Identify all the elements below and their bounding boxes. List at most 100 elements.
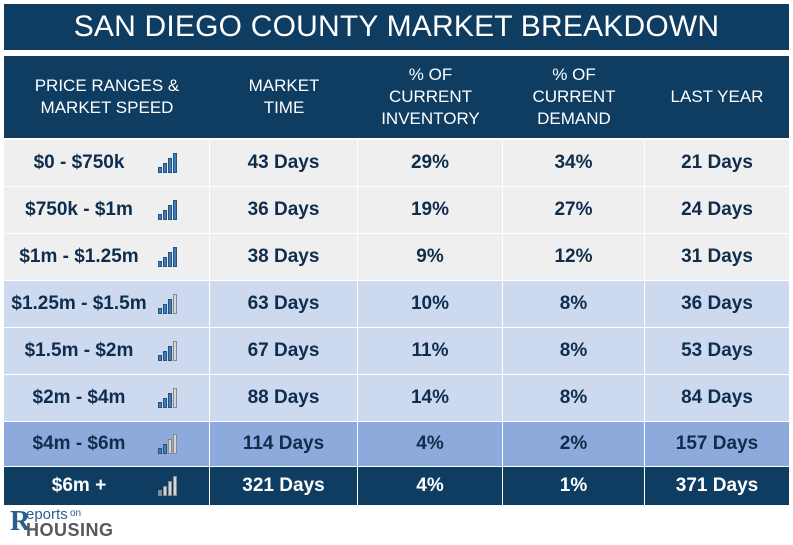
speed-bar xyxy=(168,439,172,454)
table-row: $750k - $1m 36 Days 19% 27% 24 Days xyxy=(4,187,789,234)
demand-cell: 12% xyxy=(503,234,645,280)
market-time-cell: 43 Days xyxy=(210,140,358,186)
price-range-label: $1.25m - $1.5m xyxy=(11,293,147,314)
price-range-label: $2m - $4m xyxy=(32,387,126,408)
last-year-cell: 84 Days xyxy=(681,387,753,408)
price-range-cell: $2m - $4m xyxy=(4,375,210,421)
demand-cell: 8% xyxy=(503,328,645,374)
price-range-label: $0 - $750k xyxy=(33,152,125,173)
speed-bar xyxy=(163,398,167,408)
price-range-label: $6m + xyxy=(51,475,107,496)
speed-bar xyxy=(173,200,177,220)
table-row: $1.5m - $2m 67 Days 11% 8% 53 Days xyxy=(4,328,789,375)
price-range-cell: $0 - $750k xyxy=(4,140,210,186)
header-row: PRICE RANGES & MARKET SPEED MARKET TIME … xyxy=(4,56,789,138)
table-row: $1.25m - $1.5m 63 Days 10% 8% 36 Days xyxy=(4,281,789,328)
table-row: $2m - $4m 88 Days 14% 8% 84 Days xyxy=(4,375,789,422)
market-time-cell: 36 Days xyxy=(210,187,358,233)
inventory-cell: 9% xyxy=(358,234,503,280)
speed-bar xyxy=(173,247,177,267)
inventory-cell: 14% xyxy=(358,375,503,421)
speed-bar xyxy=(158,355,162,361)
inventory-cell: 10% xyxy=(358,281,503,327)
last-year-cell: 53 Days xyxy=(681,340,753,361)
logo-on: on xyxy=(70,508,82,519)
market-speed-bars-icon xyxy=(158,476,177,496)
table-row: $1m - $1.25m 38 Days 9% 12% 31 Days xyxy=(4,234,789,281)
speed-bar xyxy=(163,486,167,496)
last-year-cell: 24 Days xyxy=(681,199,753,220)
logo-eports: eports xyxy=(26,506,68,523)
speed-bar xyxy=(173,388,177,408)
table-row: $6m + 321 Days 4% 1% 371 Days xyxy=(4,467,789,506)
demand-cell: 34% xyxy=(503,140,645,186)
market-time-cell: 114 Days xyxy=(210,422,358,466)
speed-bar xyxy=(168,158,172,173)
demand-cell: 27% xyxy=(503,187,645,233)
reports-on-housing-logo: R eports on HOUSING xyxy=(10,504,130,542)
speed-bar xyxy=(158,448,162,454)
market-speed-bars-icon xyxy=(158,247,177,267)
demand-cell: 1% xyxy=(503,467,645,505)
speed-bar xyxy=(168,252,172,267)
price-range-label: $1m - $1.25m xyxy=(19,246,139,267)
speed-bar xyxy=(168,205,172,220)
speed-bar xyxy=(163,163,167,173)
price-range-label: $4m - $6m xyxy=(32,433,126,454)
speed-bar xyxy=(173,153,177,173)
price-range-label: $1.5m - $2m xyxy=(24,340,134,361)
speed-bar xyxy=(163,257,167,267)
table-row: $4m - $6m 114 Days 4% 2% 157 Days xyxy=(4,422,789,467)
price-range-cell: $1m - $1.25m xyxy=(4,234,210,280)
last-year-cell: 371 Days xyxy=(675,475,759,496)
market-speed-bars-icon xyxy=(158,200,177,220)
title-separator xyxy=(4,50,789,56)
speed-bar xyxy=(173,341,177,361)
speed-bar xyxy=(158,167,162,173)
market-time-cell: 88 Days xyxy=(210,375,358,421)
logo-housing: HOUSING xyxy=(26,520,114,540)
header-price-ranges: PRICE RANGES & MARKET SPEED xyxy=(34,76,180,117)
demand-cell: 8% xyxy=(503,281,645,327)
speed-bar xyxy=(173,294,177,314)
market-time-cell: 321 Days xyxy=(210,467,358,505)
market-time-cell: 63 Days xyxy=(210,281,358,327)
table-row: $0 - $750k 43 Days 29% 34% 21 Days xyxy=(4,140,789,187)
speed-bar xyxy=(163,444,167,454)
table-title: SAN DIEGO COUNTY MARKET BREAKDOWN xyxy=(4,4,789,50)
last-year-cell: 36 Days xyxy=(681,293,753,314)
price-range-cell: $750k - $1m xyxy=(4,187,210,233)
speed-bar xyxy=(163,351,167,361)
header-market-time: MARKET TIME xyxy=(248,76,320,117)
speed-bar xyxy=(158,214,162,220)
price-range-cell: $1.25m - $1.5m xyxy=(4,281,210,327)
logo-letter-r: R xyxy=(10,506,31,537)
market-speed-bars-icon xyxy=(158,388,177,408)
inventory-cell: 19% xyxy=(358,187,503,233)
speed-bar xyxy=(173,476,177,496)
speed-bar xyxy=(168,299,172,314)
last-year-cell: 21 Days xyxy=(681,152,753,173)
price-range-label: $750k - $1m xyxy=(25,199,133,220)
market-breakdown-table: SAN DIEGO COUNTY MARKET BREAKDOWN PRICE … xyxy=(4,4,789,506)
speed-bar xyxy=(158,261,162,267)
demand-cell: 2% xyxy=(503,422,645,466)
speed-bar xyxy=(173,434,177,454)
demand-cell: 8% xyxy=(503,375,645,421)
header-demand: % OF CURRENT DEMAND xyxy=(532,65,616,128)
market-speed-bars-icon xyxy=(158,294,177,314)
price-range-cell: $4m - $6m xyxy=(4,422,210,466)
market-speed-bars-icon xyxy=(158,341,177,361)
speed-bar xyxy=(168,346,172,361)
speed-bar xyxy=(163,210,167,220)
speed-bar xyxy=(163,304,167,314)
inventory-cell: 4% xyxy=(358,422,503,466)
market-speed-bars-icon xyxy=(158,153,177,173)
speed-bar xyxy=(168,481,172,496)
inventory-cell: 11% xyxy=(358,328,503,374)
price-range-cell: $6m + xyxy=(4,467,210,505)
header-last-year: LAST YEAR xyxy=(670,87,764,106)
inventory-cell: 4% xyxy=(358,467,503,505)
speed-bar xyxy=(168,393,172,408)
speed-bar xyxy=(158,490,162,496)
